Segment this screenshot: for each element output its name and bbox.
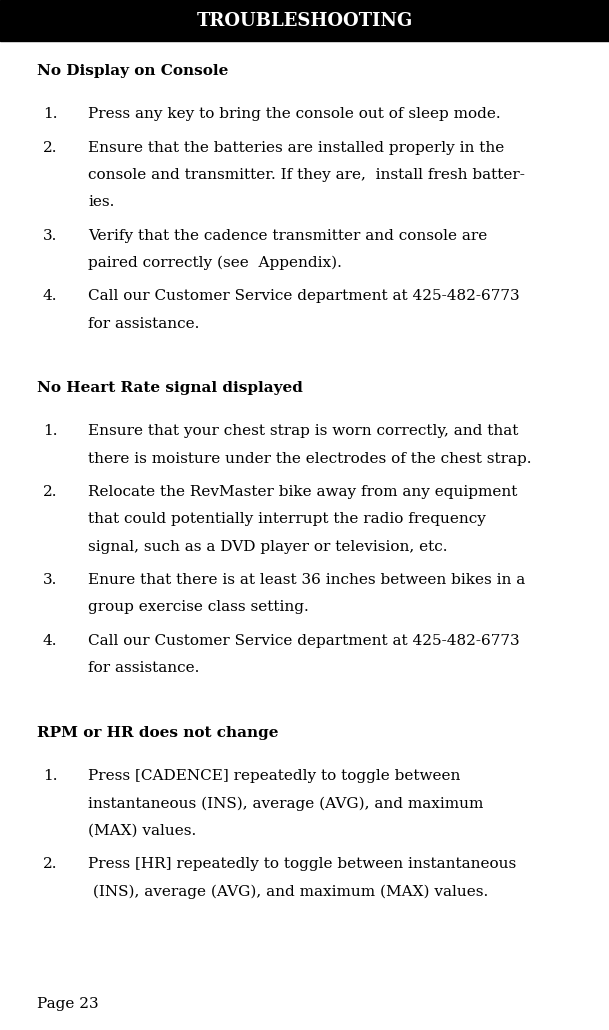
Text: 3.: 3. (43, 573, 57, 587)
Text: for assistance.: for assistance. (88, 317, 200, 331)
Text: No Display on Console: No Display on Console (37, 64, 228, 78)
Text: paired correctly (see  Appendix).: paired correctly (see Appendix). (88, 255, 342, 270)
Text: TROUBLESHOOTING: TROUBLESHOOTING (196, 11, 413, 30)
Text: (INS), average (AVG), and maximum (MAX) values.: (INS), average (AVG), and maximum (MAX) … (88, 884, 488, 898)
Text: 2.: 2. (43, 485, 57, 500)
Text: Enure that there is at least 36 inches between bikes in a: Enure that there is at least 36 inches b… (88, 573, 526, 587)
Text: signal, such as a DVD player or television, etc.: signal, such as a DVD player or televisi… (88, 540, 448, 554)
Text: 1.: 1. (43, 768, 57, 783)
Text: (MAX) values.: (MAX) values. (88, 824, 197, 837)
Text: ies.: ies. (88, 196, 114, 209)
Text: Relocate the RevMaster bike away from any equipment: Relocate the RevMaster bike away from an… (88, 485, 518, 500)
Text: that could potentially interrupt the radio frequency: that could potentially interrupt the rad… (88, 512, 486, 526)
Text: console and transmitter. If they are,  install fresh batter-: console and transmitter. If they are, in… (88, 168, 525, 182)
Text: for assistance.: for assistance. (88, 661, 200, 676)
FancyBboxPatch shape (0, 0, 609, 41)
Text: 1.: 1. (43, 107, 57, 122)
Text: instantaneous (INS), average (AVG), and maximum: instantaneous (INS), average (AVG), and … (88, 796, 484, 811)
Text: 1.: 1. (43, 424, 57, 439)
Text: No Heart Rate signal displayed: No Heart Rate signal displayed (37, 381, 303, 396)
Text: Page 23: Page 23 (37, 997, 98, 1011)
Text: group exercise class setting.: group exercise class setting. (88, 600, 309, 615)
Text: 4.: 4. (43, 289, 57, 304)
Text: Press [HR] repeatedly to toggle between instantaneous: Press [HR] repeatedly to toggle between … (88, 857, 516, 871)
Text: 3.: 3. (43, 229, 57, 243)
Text: Press any key to bring the console out of sleep mode.: Press any key to bring the console out o… (88, 107, 501, 122)
Text: Ensure that the batteries are installed properly in the: Ensure that the batteries are installed … (88, 141, 504, 154)
Text: Ensure that your chest strap is worn correctly, and that: Ensure that your chest strap is worn cor… (88, 424, 519, 439)
Text: there is moisture under the electrodes of the chest strap.: there is moisture under the electrodes o… (88, 451, 532, 466)
Text: Verify that the cadence transmitter and console are: Verify that the cadence transmitter and … (88, 229, 488, 243)
Text: 2.: 2. (43, 141, 57, 154)
Text: 4.: 4. (43, 633, 57, 648)
Text: Call our Customer Service department at 425-482-6773: Call our Customer Service department at … (88, 633, 520, 648)
Text: 2.: 2. (43, 857, 57, 871)
Text: RPM or HR does not change: RPM or HR does not change (37, 725, 278, 740)
Text: Call our Customer Service department at 425-482-6773: Call our Customer Service department at … (88, 289, 520, 304)
Text: Press [CADENCE] repeatedly to toggle between: Press [CADENCE] repeatedly to toggle bet… (88, 768, 460, 783)
